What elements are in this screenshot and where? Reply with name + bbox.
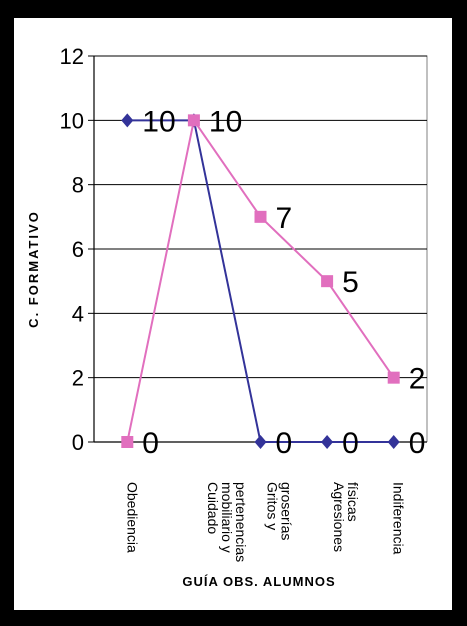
y-tick-label: 6 (72, 237, 84, 262)
data-point-marker (254, 210, 267, 223)
data-label: 10 (142, 105, 175, 138)
x-category-label: Cuidadomobiliario ypertenencias (205, 482, 249, 562)
y-axis-title: C. FORMATIVO (26, 210, 41, 328)
data-point-marker (387, 435, 400, 449)
x-category-label: Agresionesfísicas (331, 482, 361, 552)
y-tick-label: 10 (60, 108, 84, 133)
data-label: 0 (276, 427, 293, 460)
data-point-marker (121, 113, 134, 128)
y-tick-label: 4 (72, 301, 84, 326)
data-label: 7 (276, 202, 293, 235)
chart-frame: 0 2 4 6 8 10 12 10 0 0 0 0 10 7 5 2 Obediencia Cuidadomob… (14, 18, 452, 610)
data-point-marker (321, 275, 334, 288)
data-label: 5 (342, 266, 359, 299)
data-label: 2 (409, 363, 426, 396)
data-point-marker (321, 435, 334, 449)
y-tick-label: 8 (72, 173, 84, 198)
data-label: 0 (142, 427, 159, 460)
data-point-marker (387, 371, 400, 384)
data-point-marker (121, 436, 134, 448)
data-label: 0 (409, 427, 426, 460)
x-category-label: Obediencia (124, 482, 140, 553)
y-tick-label: 2 (72, 366, 84, 391)
line-chart: 0 2 4 6 8 10 12 10 0 0 0 0 10 7 5 2 Obediencia Cuidadomob… (26, 44, 428, 589)
data-point-marker (187, 114, 200, 127)
y-tick-label: 12 (60, 44, 84, 69)
y-tick-label: 0 (72, 430, 84, 455)
data-label: 0 (342, 427, 359, 460)
data-label: 10 (209, 105, 242, 138)
data-point-marker (254, 435, 267, 449)
x-axis-title: GUÍA OBS. ALUMNOS (182, 574, 335, 589)
x-category-label: Gritos ygroserías (265, 482, 295, 540)
x-category-label: Indiferencia (391, 482, 407, 555)
